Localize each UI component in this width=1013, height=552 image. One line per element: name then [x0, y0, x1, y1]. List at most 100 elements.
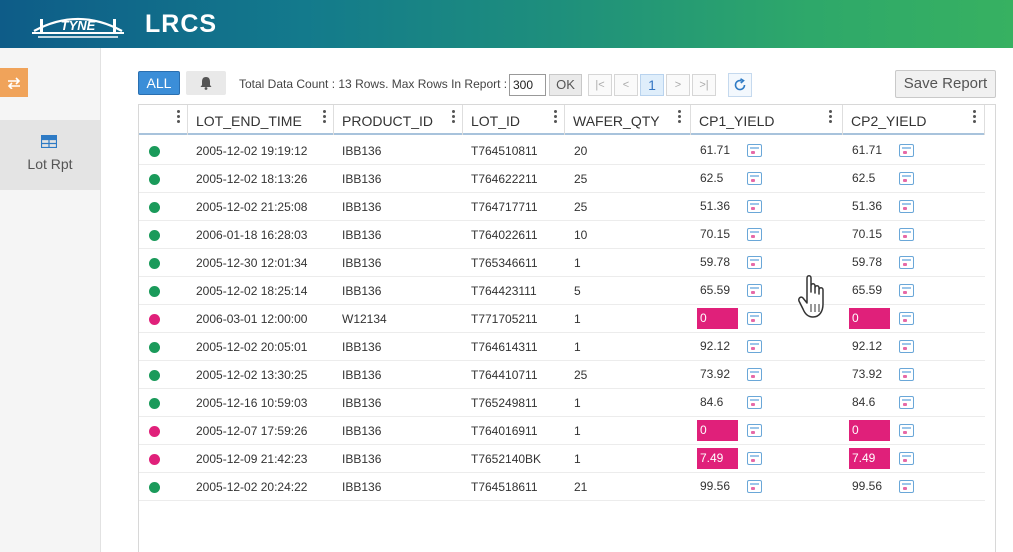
table-row[interactable]: 2005-12-09 21:42:23 IBB136 T7652140BK 1 7.49… — [139, 445, 985, 473]
yield-chart-icon[interactable] — [747, 200, 762, 213]
table-row[interactable]: 2005-12-30 12:01:34 IBB136 T765346611 1 59.7… — [139, 249, 985, 277]
column-menu-icon[interactable] — [323, 110, 326, 124]
table-row[interactable]: 2005-12-02 21:25:08 IBB136 T764717711 25 51.… — [139, 193, 985, 221]
lot-id-cell: T764717711 — [471, 200, 538, 214]
yield-chart-icon[interactable] — [747, 144, 762, 157]
yield-chart-icon[interactable] — [747, 452, 762, 465]
yield-chart-icon[interactable] — [899, 256, 914, 269]
lot-id-cell: T764410711 — [471, 368, 538, 382]
column-menu-icon[interactable] — [829, 110, 832, 124]
table-row[interactable]: 2005-12-02 18:13:26 IBB136 T764622211 25 62.… — [139, 165, 985, 193]
cp2-yield-cell: 61.71 — [852, 143, 883, 157]
cp2-yield-cell: 70.15 — [852, 227, 883, 241]
lot-id-cell: T764510811 — [471, 144, 538, 158]
table-row[interactable]: 2005-12-02 20:05:01 IBB136 T764614311 1 92.1… — [139, 333, 985, 361]
yield-chart-icon[interactable] — [899, 396, 914, 409]
current-page-indicator[interactable]: 1 — [640, 74, 664, 96]
table-row[interactable]: 2005-12-02 20:24:22 IBB136 T764518611 21 99.… — [139, 473, 985, 501]
yield-chart-icon[interactable] — [747, 480, 762, 493]
table-row[interactable]: 2005-12-07 17:59:26 IBB136 T764016911 1 0 0 — [139, 417, 985, 445]
yield-chart-icon[interactable] — [747, 340, 762, 353]
last-page-button[interactable]: >| — [692, 74, 716, 96]
lot-end-time-cell: 2005-12-02 13:30:25 — [196, 368, 308, 382]
cp1-yield-cell: 61.71 — [700, 143, 731, 157]
table-row[interactable]: 2005-12-02 19:19:12 IBB136 T764510811 20 61.… — [139, 137, 985, 165]
column-header-lot-id[interactable]: LOT_ID — [463, 105, 565, 135]
lot-id-cell: T764622211 — [471, 172, 538, 186]
wafer-qty-cell: 25 — [574, 200, 588, 214]
sidebar-item-lot-rpt[interactable]: Lot Rpt — [0, 120, 100, 190]
lot-end-time-cell: 2005-12-07 17:59:26 — [196, 424, 308, 438]
yield-chart-icon[interactable] — [747, 368, 762, 381]
cp2-yield-cell: 51.36 — [852, 199, 883, 213]
lot-end-time-cell: 2006-01-18 16:28:03 — [196, 228, 308, 242]
logo-text: TYNE — [61, 18, 96, 33]
product-id-cell: IBB136 — [342, 480, 382, 494]
column-header-lot-end-time[interactable]: LOT_END_TIME — [188, 105, 334, 135]
ok-button[interactable]: OK — [549, 74, 582, 96]
save-report-button[interactable]: Save Report — [895, 70, 996, 98]
max-rows-input[interactable] — [509, 74, 546, 96]
status-dot — [149, 146, 160, 157]
lot-id-cell: T765346611 — [471, 256, 538, 270]
refresh-button[interactable] — [728, 73, 752, 97]
column-menu-icon[interactable] — [973, 110, 976, 124]
column-header-product-id[interactable]: PRODUCT_ID — [334, 105, 463, 135]
grid-header: LOT_END_TIME PRODUCT_ID LOT_ID WAFER_QTY… — [139, 105, 985, 135]
column-menu-icon[interactable] — [678, 110, 681, 124]
yield-chart-icon[interactable] — [747, 312, 762, 325]
sidebar-item-label: Lot Rpt — [27, 156, 73, 172]
yield-chart-icon[interactable] — [747, 172, 762, 185]
column-menu-icon[interactable] — [554, 110, 557, 124]
yield-chart-icon[interactable] — [899, 480, 914, 493]
product-id-cell: IBB136 — [342, 340, 382, 354]
column-header-wafer-qty[interactable]: WAFER_QTY — [565, 105, 691, 135]
column-header-cp1-yield[interactable]: CP1_YIELD — [691, 105, 843, 135]
prev-page-button[interactable]: < — [614, 74, 638, 96]
alarm-filter-button[interactable] — [186, 71, 226, 95]
yield-chart-icon[interactable] — [747, 256, 762, 269]
product-id-cell: IBB136 — [342, 396, 382, 410]
yield-chart-icon[interactable] — [747, 396, 762, 409]
product-id-cell: W12134 — [342, 312, 387, 326]
cp1-yield-cell: 65.59 — [700, 283, 731, 297]
lot-id-cell: T771705211 — [471, 312, 538, 326]
status-dot — [149, 230, 160, 241]
app-header: TYNE LRCS — [0, 0, 1013, 48]
yield-chart-icon[interactable] — [899, 340, 914, 353]
lot-report-grid: LOT_END_TIME PRODUCT_ID LOT_ID WAFER_QTY… — [138, 104, 996, 552]
next-page-button[interactable]: > — [666, 74, 690, 96]
column-header-cp2-yield[interactable]: CP2_YIELD — [843, 105, 985, 135]
all-filter-button[interactable]: ALL — [138, 71, 180, 95]
table-row[interactable]: 2006-01-18 16:28:03 IBB136 T764022611 10 70.… — [139, 221, 985, 249]
yield-chart-icon[interactable] — [899, 284, 914, 297]
cp2-yield-cell: 59.78 — [852, 255, 883, 269]
yield-chart-icon[interactable] — [747, 228, 762, 241]
yield-chart-icon[interactable] — [899, 228, 914, 241]
lot-id-cell: T764022611 — [471, 228, 538, 242]
yield-chart-icon[interactable] — [747, 424, 762, 437]
column-menu-icon[interactable] — [452, 110, 455, 124]
hand-cursor-icon — [798, 275, 824, 318]
yield-chart-icon[interactable] — [899, 172, 914, 185]
yield-chart-icon[interactable] — [899, 200, 914, 213]
yield-chart-icon[interactable] — [899, 424, 914, 437]
table-row[interactable]: 2005-12-02 18:25:14 IBB136 T764423111 5 65.5… — [139, 277, 985, 305]
yield-chart-icon[interactable] — [747, 284, 762, 297]
first-page-button[interactable]: |< — [588, 74, 612, 96]
yield-chart-icon[interactable] — [899, 144, 914, 157]
cp1-yield-cell: 7.49 — [697, 448, 738, 469]
wafer-qty-cell: 1 — [574, 424, 581, 438]
column-header-label: WAFER_QTY — [573, 113, 660, 129]
lot-end-time-cell: 2005-12-30 12:01:34 — [196, 256, 308, 270]
sidebar-toggle-button[interactable] — [0, 68, 28, 97]
yield-chart-icon[interactable] — [899, 452, 914, 465]
yield-chart-icon[interactable] — [899, 368, 914, 381]
table-row[interactable]: 2005-12-16 10:59:03 IBB136 T765249811 1 84.6… — [139, 389, 985, 417]
column-menu-icon[interactable] — [177, 110, 180, 124]
yield-chart-icon[interactable] — [899, 312, 914, 325]
cp2-yield-cell: 0 — [849, 308, 890, 329]
table-row[interactable]: 2006-03-01 12:00:00 W12134 T771705211 1 0 0 — [139, 305, 985, 333]
table-row[interactable]: 2005-12-02 13:30:25 IBB136 T764410711 25 73.… — [139, 361, 985, 389]
wafer-qty-cell: 25 — [574, 368, 588, 382]
